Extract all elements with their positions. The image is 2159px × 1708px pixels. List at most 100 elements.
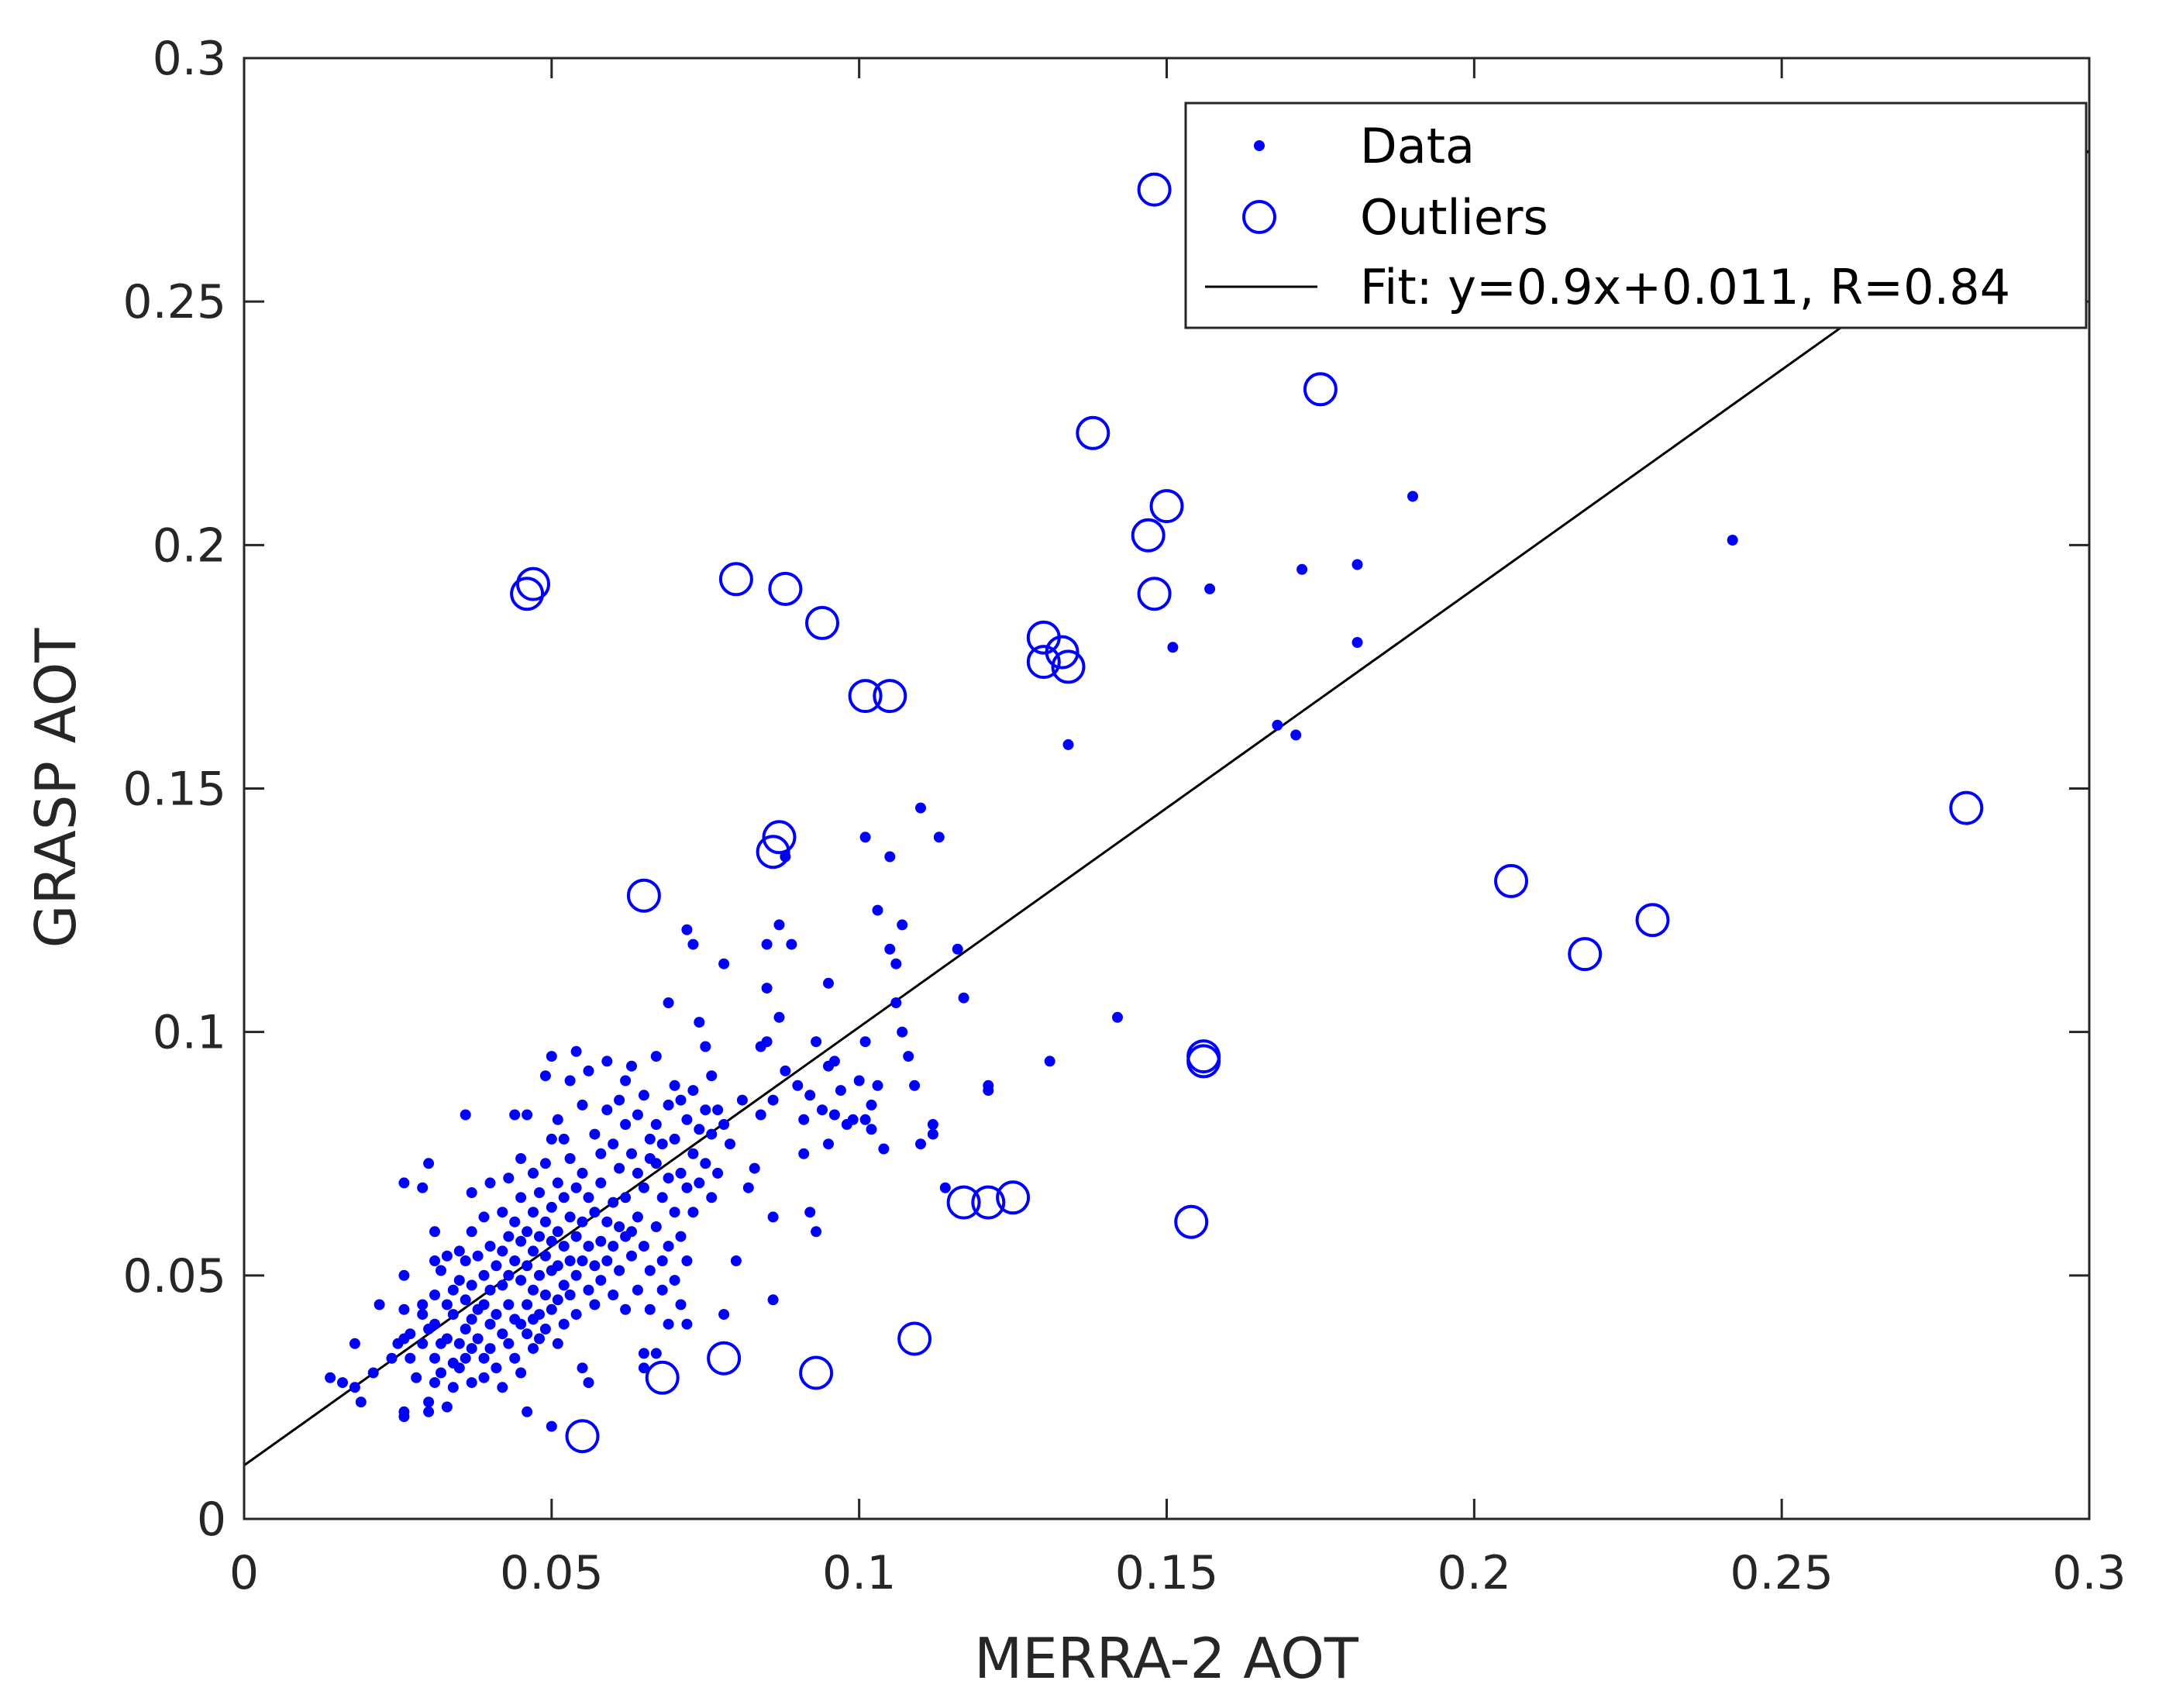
data-point (534, 1231, 545, 1242)
data-point (694, 1124, 705, 1135)
data-point (650, 1221, 662, 1232)
y-tick-label: 0 (197, 1493, 226, 1547)
data-point (478, 1299, 490, 1310)
data-point (478, 1269, 490, 1281)
data-point (503, 1173, 515, 1184)
x-axis-label: MERRA-2 AOT (974, 1626, 1359, 1691)
data-point (780, 1065, 791, 1076)
legend-data-label: Data (1360, 118, 1475, 174)
data-point (903, 1051, 914, 1062)
outlier-point (1076, 415, 1110, 450)
data-point (522, 1260, 533, 1272)
data-point (546, 1133, 557, 1145)
outlier-point (756, 835, 790, 869)
y-tick-label: 0.15 (122, 763, 226, 817)
data-point (564, 1211, 576, 1223)
data-point (884, 851, 896, 863)
outlier-point (718, 562, 753, 597)
data-point (552, 1260, 563, 1272)
data-point (638, 1090, 649, 1101)
data-point (983, 1085, 994, 1097)
data-point (570, 1182, 582, 1193)
data-point (417, 1338, 429, 1349)
outlier-point (946, 1185, 981, 1220)
data-point (583, 1065, 594, 1076)
data-point (436, 1367, 446, 1379)
data-point (589, 1260, 601, 1272)
outlier-point (1137, 172, 1172, 207)
outlier-point (897, 1321, 932, 1356)
data-point (767, 1094, 779, 1106)
data-point (626, 1060, 637, 1072)
data-point (859, 832, 871, 843)
data-point (626, 1148, 637, 1159)
data-point (552, 1294, 563, 1306)
outlier-point (799, 1355, 834, 1390)
y-tick-labels: 0 0.05 0.1 0.15 0.2 0.25 0.3 (122, 32, 226, 1547)
data-point (1352, 637, 1363, 648)
data-point (927, 1119, 938, 1130)
data-point (466, 1343, 477, 1355)
outlier-point (1149, 489, 1184, 524)
y-tick-label: 0.3 (153, 32, 226, 86)
data-point (534, 1333, 545, 1345)
data-point (583, 1377, 594, 1389)
data-point (460, 1109, 471, 1121)
data-point (472, 1333, 484, 1345)
data-point (620, 1075, 632, 1086)
data-point (405, 1352, 416, 1364)
data-point (423, 1158, 435, 1169)
data-point (1296, 563, 1308, 575)
data-point (866, 1124, 877, 1135)
outlier-point (1303, 372, 1338, 407)
data-point (663, 1318, 674, 1330)
x-tick-label: 0 (229, 1546, 259, 1600)
data-point (835, 1085, 846, 1097)
data-point (478, 1372, 490, 1383)
data-point (601, 1055, 613, 1067)
data-point (447, 1382, 459, 1393)
data-point (650, 1051, 662, 1062)
data-point (539, 1216, 551, 1228)
y-tick-label: 0.25 (122, 275, 226, 329)
data-point (589, 1207, 601, 1218)
data-point (441, 1333, 453, 1345)
data-point (522, 1406, 533, 1417)
data-point (608, 1197, 619, 1208)
data-point (638, 1182, 649, 1193)
outlier-point (768, 571, 803, 606)
data-point (447, 1284, 459, 1296)
data-point (632, 1109, 643, 1121)
outlier-point (565, 1419, 600, 1454)
data-point (453, 1275, 465, 1286)
data-point (558, 1318, 570, 1330)
data-point (515, 1275, 527, 1286)
data-point (497, 1207, 508, 1218)
outlier-point (510, 577, 545, 611)
data-point (497, 1245, 508, 1257)
data-point (417, 1309, 429, 1321)
data-point (601, 1104, 613, 1116)
x-tick-labels: 0 0.05 0.1 0.15 0.2 0.25 0.3 (229, 1546, 2126, 1600)
data-point (718, 1309, 730, 1321)
data-point (558, 1192, 570, 1204)
data-point (620, 1303, 632, 1315)
data-point (823, 1138, 834, 1150)
data-point (725, 1138, 735, 1150)
data-point (742, 1182, 754, 1193)
data-point (429, 1352, 440, 1364)
data-point (712, 1104, 724, 1116)
data-point (939, 1182, 951, 1193)
data-point (441, 1250, 453, 1262)
data-point (515, 1235, 527, 1247)
data-point (546, 1051, 557, 1062)
data-point (650, 1348, 662, 1359)
data-point (546, 1201, 557, 1213)
data-point (570, 1231, 582, 1242)
outlier-point (1137, 577, 1172, 611)
data-point (1290, 729, 1302, 741)
data-point (675, 1299, 687, 1310)
data-point (484, 1177, 496, 1189)
data-point (503, 1269, 515, 1281)
outlier-point (1045, 635, 1080, 670)
